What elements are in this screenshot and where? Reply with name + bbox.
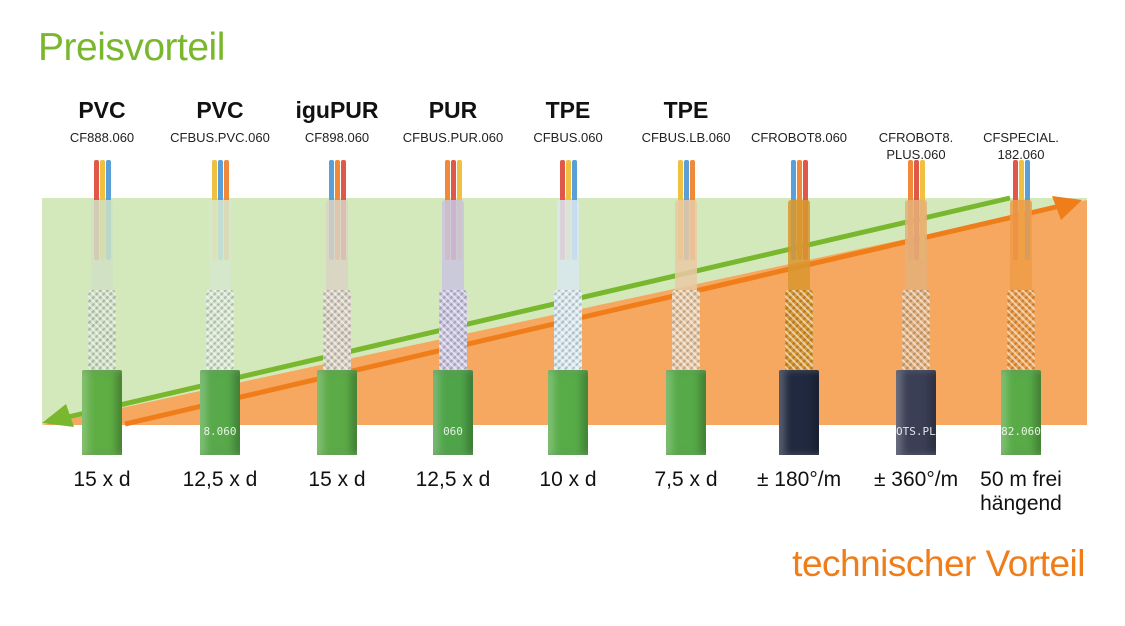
cable-code: CFSPECIAL. 182.060 [983,130,1059,162]
technical-arrow-head [1052,196,1082,220]
technical-advantage-title: technischer Vorteil [792,543,1085,584]
cable-print: 8.060 [203,425,237,438]
cable-image: 82.060 [1001,160,1041,455]
cable-column: TPE CFBUS.060 10 x d [508,0,628,626]
cable-material: PVC [78,97,126,123]
cable-material: TPE [663,97,709,123]
cable-image [317,160,357,455]
cable-code: CFBUS.LB.060 [641,130,731,145]
cable-material: TPE [545,97,591,123]
cable-column: PVC CF888.060 15 x d [42,0,162,626]
cable-column: iguPUR CF898.060 15 x d [277,0,397,626]
cable-value: 15 x d [73,468,131,491]
cable-value: 50 m frei hängend [980,468,1062,515]
cable-image: 060 [433,160,473,455]
cable-shield [439,290,467,375]
cable-jacket [200,370,240,455]
cable-column: CFSPECIAL. 182.060 82.060 50 m frei häng… [961,0,1081,626]
cable-print: 060 [443,425,463,438]
cable-column: PVC CFBUS.PVC.060 8.060 12,5 x d [160,0,280,626]
cable-jacket [666,370,706,455]
cable-shield [1007,290,1035,375]
cable-shield [785,290,813,375]
cable-code: CFBUS.060 [533,130,603,145]
cable-image [82,160,122,455]
cable-value: 12,5 x d [182,468,258,491]
cable-code: CF888.060 [69,130,135,145]
cable-code: CFBUS.PVC.060 [170,130,270,145]
cable-material: iguPUR [295,97,379,123]
cable-jacket [433,370,473,455]
cable-shield [902,290,930,375]
cable-code: CFROBOT8.060 [750,130,848,145]
cable-column: PUR CFBUS.PUR.060 060 12,5 x d [393,0,513,626]
cable-column: CFROBOT8. PLUS.060 OTS.PLUS ± 360°/m [856,0,976,626]
cable-code: CF898.060 [304,130,370,145]
cable-value: 7,5 x d [654,468,718,491]
cable-shield [554,290,582,375]
cable-value: ± 180°/m [756,468,842,491]
cable-column: TPE CFBUS.LB.060 7,5 x d [626,0,746,626]
cable-material: PUR [428,97,478,123]
cable-shield [323,290,351,375]
cable-jacket [548,370,588,455]
cable-code: CFBUS.PUR.060 [402,130,504,145]
cable-jacket [82,370,122,455]
cable-value: 10 x d [539,468,597,491]
technical-advantage-arrow [124,203,1061,427]
price-arrow-head [42,404,74,427]
cable-print: 82.060 [1001,425,1041,438]
price-advantage-title: Preisvorteil [38,26,225,69]
cable-image: OTS.PLUS [896,160,949,455]
cable-value: ± 360°/m [873,468,959,491]
cable-column: CFROBOT8.060 ± 180°/m [739,0,859,626]
cable-jacket [896,370,936,455]
cable-image [779,160,819,455]
cable-shield [206,290,234,375]
cable-image [548,160,588,455]
cable-value: 12,5 x d [415,468,491,491]
cable-image: 8.060 [200,160,240,455]
cable-material: PVC [196,97,244,123]
cable-jacket [317,370,357,455]
cable-image [666,160,706,455]
cable-code: CFROBOT8. PLUS.060 [878,130,954,162]
cable-shield [88,290,116,375]
cable-print: OTS.PLUS [896,425,949,438]
cable-jacket [779,370,819,455]
cable-value: 15 x d [308,468,366,491]
cable-shield [672,290,700,375]
cable-jacket [1001,370,1041,455]
